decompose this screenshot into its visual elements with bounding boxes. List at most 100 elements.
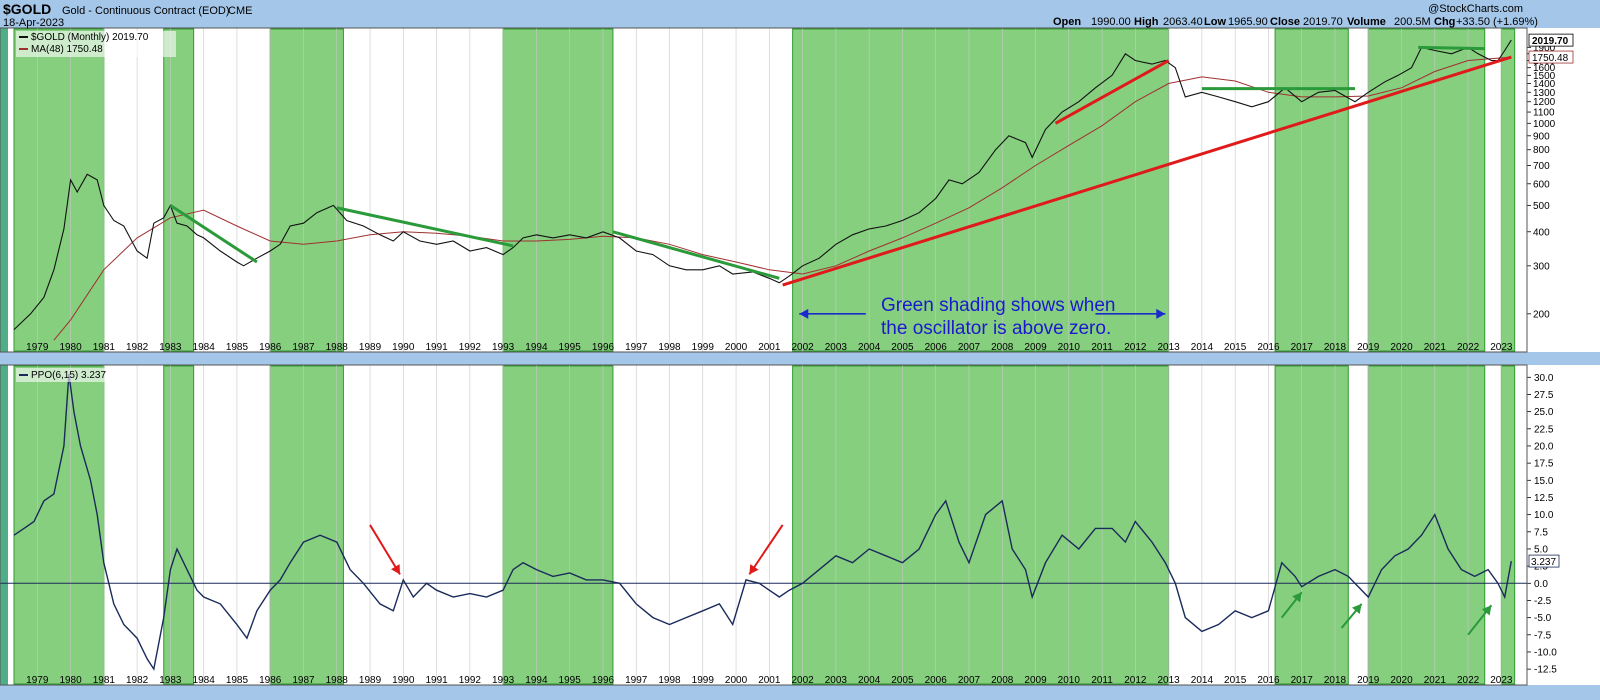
ppo-panel-background <box>0 365 1527 685</box>
price-xtick-label-30: 2009 <box>1024 342 1047 353</box>
ppo-xtick-label-18: 1997 <box>625 675 648 686</box>
ppo-xtick-label-34: 2013 <box>1157 675 1180 686</box>
ppo-xtick-label-4: 1983 <box>159 675 182 686</box>
ppo-xtick-label-19: 1998 <box>658 675 681 686</box>
symbol-text: $GOLD <box>3 1 51 17</box>
ppo-left-band <box>0 365 8 685</box>
quote-low-value: 1965.90 <box>1228 16 1268 28</box>
ma-last-tag: 1750.48 <box>1528 50 1574 64</box>
ppo-xtick-label-20: 1999 <box>692 675 715 686</box>
red-arrow-0 <box>369 524 401 575</box>
ppo-xtick-label-35: 2014 <box>1191 675 1214 686</box>
trendlines-group <box>169 45 1512 287</box>
ppo-xtick-label-41: 2020 <box>1390 675 1413 686</box>
price-ytick-label-0: 200 <box>1533 309 1550 320</box>
ppo-ytick-label-1: 27.5 <box>1534 390 1554 401</box>
ppo-ytick-label-7: 12.5 <box>1534 493 1554 504</box>
ppo-shade-2 <box>269 365 344 685</box>
ppo-y-tick-labels: 30.0 27.5 25.0 22.5 20.0 17.5 15.0 12.5 10.0 7.5 5… <box>1527 373 1557 676</box>
quote-chg-value: +33.50 (+1.69%) <box>1456 16 1538 28</box>
price-shade-4 <box>792 28 1170 352</box>
red-arrow-1-head <box>749 564 759 575</box>
ppo-xtick-label-36: 2015 <box>1224 675 1247 686</box>
price-xtick-label-1: 1980 <box>59 342 82 353</box>
price-ytick-label-8: 1000 <box>1533 119 1556 130</box>
ppo-xtick-label-44: 2023 <box>1490 675 1513 686</box>
ppo-ytick-label-12: 0.0 <box>1534 579 1548 590</box>
green-arrow-0-head <box>1292 592 1302 603</box>
price-xtick-label-11: 1990 <box>392 342 415 353</box>
green-trendline-0 <box>169 204 258 264</box>
ppo-ytick-label-9: 7.5 <box>1534 527 1548 538</box>
ppo-xtick-label-13: 1992 <box>459 675 482 686</box>
note-arrows <box>799 308 1166 319</box>
watermark-text: @StockCharts.com <box>1428 3 1523 15</box>
quote-open-value: 1990.00 <box>1091 16 1131 28</box>
price-xtick-label-40: 2019 <box>1357 342 1380 353</box>
ppo-xtick-label-1: 1980 <box>59 675 82 686</box>
ppo-lines-group <box>13 373 1512 671</box>
ppo-ytick-label-17: -12.5 <box>1534 665 1557 676</box>
ppo-ytick-label-10: 5.0 <box>1534 544 1548 555</box>
ppo-legend-bg <box>16 368 116 382</box>
ppo-ytick-label-8: 10.0 <box>1534 510 1554 521</box>
price-shade-3 <box>502 28 614 352</box>
ppo-shade-0 <box>13 365 105 685</box>
quote-high-value: 2063.40 <box>1163 16 1203 28</box>
price-ytick-label-9: 1100 <box>1533 108 1555 119</box>
green-arrow-1 <box>1340 603 1363 629</box>
red-trendline-1 <box>1054 59 1170 125</box>
price-xtick-label-17: 1996 <box>592 342 615 353</box>
ppo-xtick-label-14: 1993 <box>492 675 515 686</box>
price-ytick-label-17: 1900 <box>1533 43 1556 54</box>
price-last-tag: 2019.70 <box>1528 33 1574 47</box>
price-xtick-label-36: 2015 <box>1224 342 1247 353</box>
price-xtick-label-21: 2000 <box>725 342 748 353</box>
ppo-xtick-label-11: 1990 <box>392 675 415 686</box>
price-shading-group <box>0 28 1516 352</box>
price-xtick-label-0: 1979 <box>26 342 49 353</box>
note-arrow-right <box>1095 308 1166 319</box>
shading-note: Green shading shows when the oscillator … <box>881 295 1115 339</box>
price-xtick-label-9: 1988 <box>326 342 349 353</box>
price-xtick-label-34: 2013 <box>1157 342 1180 353</box>
green-arrow-1-head <box>1352 603 1362 615</box>
ppo-ytick-label-13: -2.5 <box>1534 596 1552 607</box>
price-xtick-label-33: 2012 <box>1124 342 1147 353</box>
ppo-ytick-label-14: -5.0 <box>1534 613 1552 624</box>
price-panel-border <box>0 27 1528 353</box>
ppo-xtick-label-37: 2016 <box>1257 675 1280 686</box>
ppo-ytick-label-3: 22.5 <box>1534 424 1554 435</box>
price-ytick-label-11: 1300 <box>1533 88 1556 99</box>
price-ytick-label-7: 900 <box>1533 131 1550 142</box>
ppo-axis-background <box>1527 365 1600 685</box>
note-arrow-right-head <box>1156 308 1166 319</box>
price-xtick-label-44: 2023 <box>1490 342 1513 353</box>
ppo-ytick-label-15: -7.5 <box>1534 630 1552 641</box>
price-legend-label: $GOLD (Monthly) 2019.70 <box>31 32 149 43</box>
price-axis-background <box>1527 28 1600 352</box>
ppo-xtick-label-10: 1989 <box>359 675 382 686</box>
price-series-line <box>13 39 1512 330</box>
quote-chg-label: Chg <box>1434 16 1455 28</box>
ppo-ytick-label-16: -10.0 <box>1534 647 1557 658</box>
price-xtick-label-13: 1992 <box>459 342 482 353</box>
ma-last-tag-text: 1750.48 <box>1532 53 1569 64</box>
red-arrow-1-shaft <box>748 524 784 575</box>
note-line1: Green shading shows when <box>881 295 1115 316</box>
price-gridlines <box>36 28 1502 352</box>
ppo-xtick-label-21: 2000 <box>725 675 748 686</box>
price-xtick-label-27: 2006 <box>925 342 948 353</box>
green-trendline-2 <box>612 230 780 280</box>
ppo-xtick-label-39: 2018 <box>1324 675 1347 686</box>
red-arrow-0-shaft <box>369 524 401 575</box>
ppo-xtick-label-17: 1996 <box>592 675 615 686</box>
ppo-last-tag-box <box>1528 554 1560 568</box>
ppo-shade-6 <box>1367 365 1486 685</box>
ppo-x-tick-labels: 1979 1980 1981 1982 1983 1984 1985 1986 1987 1988… <box>26 675 1513 686</box>
date-text: 18-Apr-2023 <box>3 17 64 29</box>
note-arrow-left-head <box>799 308 809 319</box>
green-trendline-1 <box>336 206 514 248</box>
price-xtick-label-35: 2014 <box>1191 342 1214 353</box>
price-xtick-label-10: 1989 <box>359 342 382 353</box>
